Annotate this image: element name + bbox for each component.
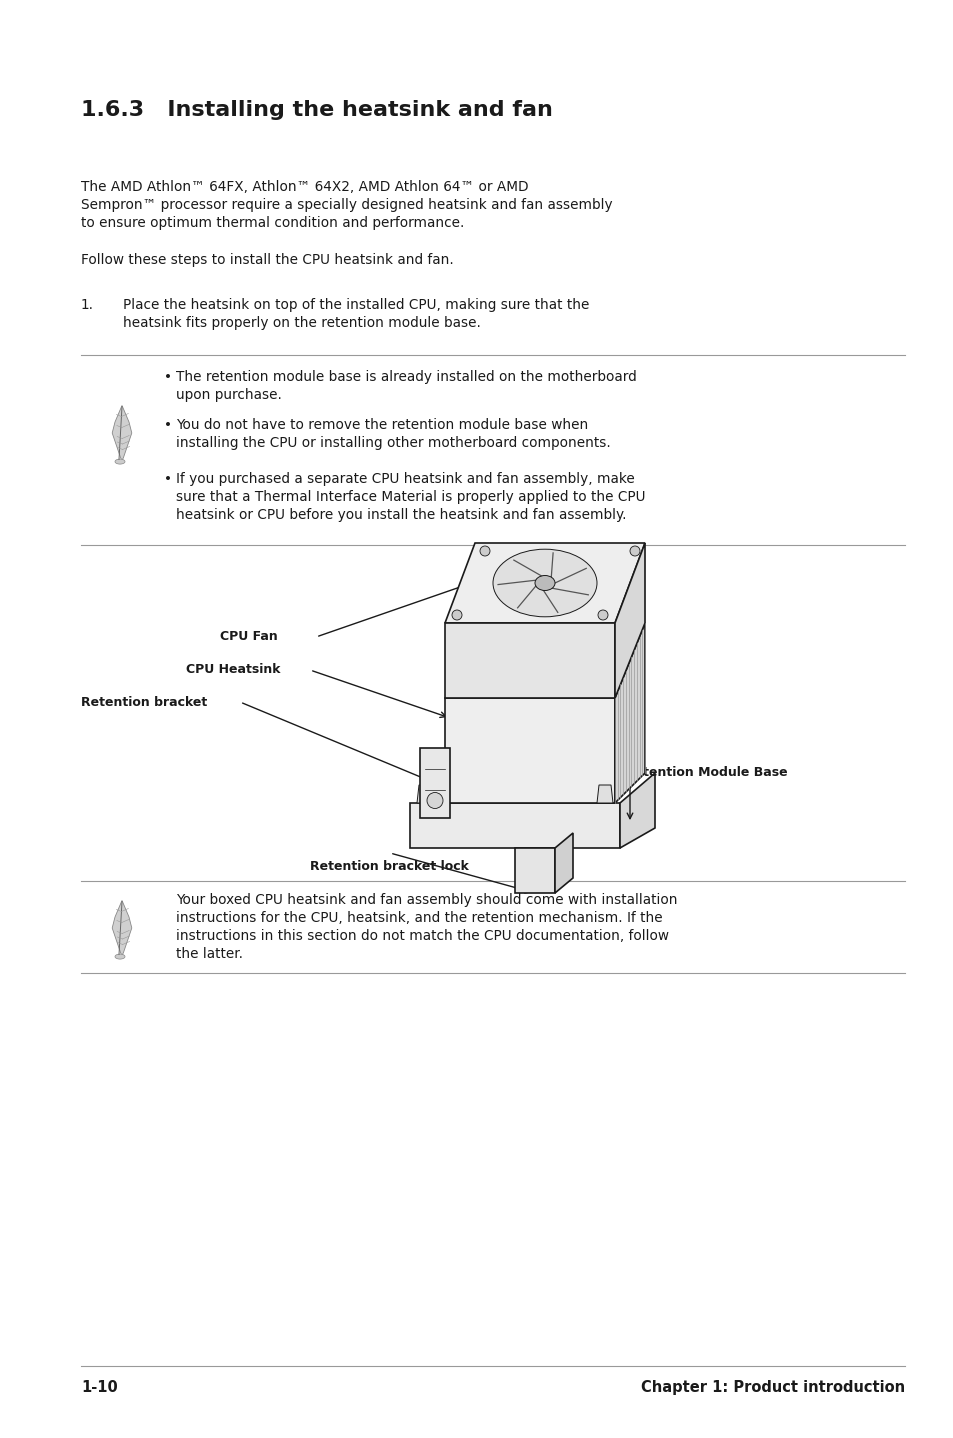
Polygon shape	[416, 785, 433, 802]
Circle shape	[479, 546, 490, 557]
Polygon shape	[615, 544, 644, 697]
Polygon shape	[444, 544, 644, 623]
Text: 1.: 1.	[81, 298, 94, 312]
Text: The AMD Athlon™ 64FX, Athlon™ 64X2, AMD Athlon 64™ or AMD: The AMD Athlon™ 64FX, Athlon™ 64X2, AMD …	[81, 180, 528, 194]
Text: Chapter 1: Product introduction: Chapter 1: Product introduction	[640, 1380, 904, 1395]
Text: CPU Fan: CPU Fan	[220, 630, 277, 643]
Text: CPU Heatsink: CPU Heatsink	[186, 663, 280, 676]
Text: Place the heatsink on top of the installed CPU, making sure that the: Place the heatsink on top of the install…	[123, 298, 589, 312]
Text: installing the CPU or installing other motherboard components.: installing the CPU or installing other m…	[175, 436, 610, 450]
Text: 1.6.3   Installing the heatsink and fan: 1.6.3 Installing the heatsink and fan	[81, 101, 553, 119]
Polygon shape	[410, 802, 619, 848]
Text: 1-10: 1-10	[81, 1380, 117, 1395]
Text: •: •	[164, 472, 172, 486]
Polygon shape	[597, 785, 613, 802]
Ellipse shape	[115, 953, 125, 959]
Polygon shape	[112, 406, 132, 460]
Text: If you purchased a separate CPU heatsink and fan assembly, make: If you purchased a separate CPU heatsink…	[175, 472, 634, 486]
Text: Retention bracket lock: Retention bracket lock	[310, 860, 468, 873]
Text: instructions for the CPU, heatsink, and the retention mechanism. If the: instructions for the CPU, heatsink, and …	[175, 912, 662, 925]
Polygon shape	[515, 848, 555, 893]
Text: •: •	[164, 418, 172, 431]
Text: to ensure optimum thermal condition and performance.: to ensure optimum thermal condition and …	[81, 216, 464, 230]
Polygon shape	[444, 697, 615, 802]
Text: You do not have to remove the retention module base when: You do not have to remove the retention …	[175, 418, 588, 431]
Polygon shape	[619, 774, 655, 848]
Polygon shape	[555, 833, 573, 893]
Text: sure that a Thermal Interface Material is properly applied to the CPU: sure that a Thermal Interface Material i…	[175, 490, 645, 503]
Text: instructions in this section do not match the CPU documentation, follow: instructions in this section do not matc…	[175, 929, 668, 943]
Text: heatsink fits properly on the retention module base.: heatsink fits properly on the retention …	[123, 316, 480, 329]
Polygon shape	[615, 623, 644, 802]
Text: •: •	[164, 370, 172, 384]
Ellipse shape	[535, 575, 555, 591]
Text: upon purchase.: upon purchase.	[175, 388, 281, 403]
Text: the latter.: the latter.	[175, 948, 243, 961]
Circle shape	[629, 546, 639, 557]
Polygon shape	[419, 748, 450, 818]
Text: Sempron™ processor require a specially designed heatsink and fan assembly: Sempron™ processor require a specially d…	[81, 198, 612, 211]
Text: Your boxed CPU heatsink and fan assembly should come with installation: Your boxed CPU heatsink and fan assembly…	[175, 893, 677, 907]
Polygon shape	[444, 623, 615, 697]
Ellipse shape	[115, 459, 125, 464]
Text: Retention bracket: Retention bracket	[81, 696, 207, 709]
Text: heatsink or CPU before you install the heatsink and fan assembly.: heatsink or CPU before you install the h…	[175, 508, 626, 522]
Circle shape	[452, 610, 461, 620]
Circle shape	[427, 792, 442, 808]
Circle shape	[598, 610, 607, 620]
Polygon shape	[112, 900, 132, 955]
Text: Retention Module Base: Retention Module Base	[624, 766, 787, 779]
Text: Follow these steps to install the CPU heatsink and fan.: Follow these steps to install the CPU he…	[81, 253, 454, 267]
Ellipse shape	[493, 549, 597, 617]
Text: The retention module base is already installed on the motherboard: The retention module base is already ins…	[175, 370, 636, 384]
